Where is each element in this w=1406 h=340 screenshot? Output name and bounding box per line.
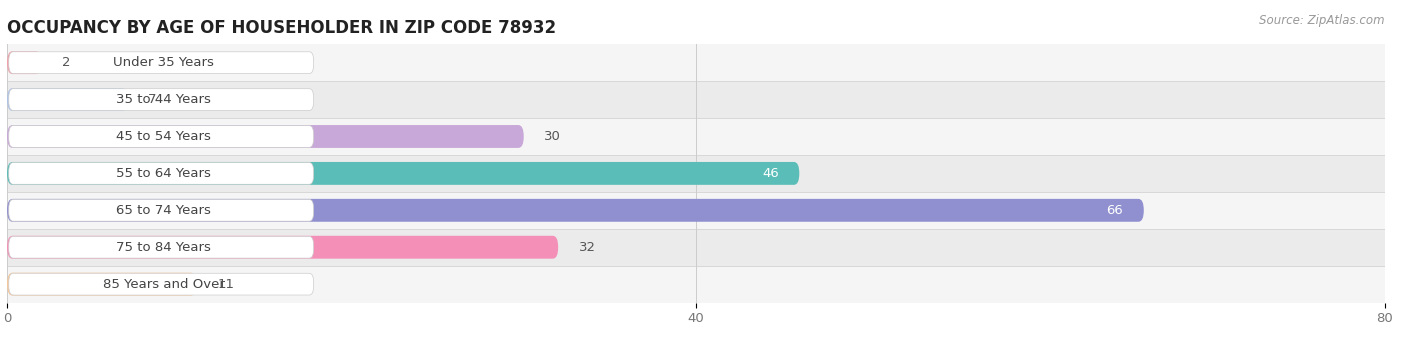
FancyBboxPatch shape xyxy=(7,51,42,74)
Text: 7: 7 xyxy=(148,93,156,106)
Text: Under 35 Years: Under 35 Years xyxy=(114,56,214,69)
Text: 55 to 64 Years: 55 to 64 Years xyxy=(117,167,211,180)
FancyBboxPatch shape xyxy=(7,236,558,259)
FancyBboxPatch shape xyxy=(8,273,314,295)
Bar xyxy=(7,44,1385,81)
FancyBboxPatch shape xyxy=(7,88,128,111)
Bar xyxy=(7,229,1385,266)
FancyBboxPatch shape xyxy=(7,125,524,148)
Text: 35 to 44 Years: 35 to 44 Years xyxy=(117,93,211,106)
Text: 30: 30 xyxy=(544,130,561,143)
Text: OCCUPANCY BY AGE OF HOUSEHOLDER IN ZIP CODE 78932: OCCUPANCY BY AGE OF HOUSEHOLDER IN ZIP C… xyxy=(7,19,557,37)
FancyBboxPatch shape xyxy=(8,125,314,147)
FancyBboxPatch shape xyxy=(8,52,314,73)
Text: 2: 2 xyxy=(62,56,70,69)
Bar xyxy=(7,266,1385,303)
Text: 11: 11 xyxy=(217,278,235,291)
Text: 46: 46 xyxy=(762,167,779,180)
FancyBboxPatch shape xyxy=(7,162,799,185)
Text: 85 Years and Over: 85 Years and Over xyxy=(103,278,225,291)
Text: Source: ZipAtlas.com: Source: ZipAtlas.com xyxy=(1260,14,1385,27)
Bar xyxy=(7,155,1385,192)
FancyBboxPatch shape xyxy=(8,163,314,184)
Bar xyxy=(7,118,1385,155)
Text: 45 to 54 Years: 45 to 54 Years xyxy=(117,130,211,143)
FancyBboxPatch shape xyxy=(7,199,1144,222)
FancyBboxPatch shape xyxy=(8,236,314,258)
Text: 32: 32 xyxy=(579,241,596,254)
FancyBboxPatch shape xyxy=(8,89,314,111)
Bar xyxy=(7,81,1385,118)
Text: 65 to 74 Years: 65 to 74 Years xyxy=(117,204,211,217)
Text: 75 to 84 Years: 75 to 84 Years xyxy=(117,241,211,254)
Text: 66: 66 xyxy=(1107,204,1123,217)
Bar xyxy=(7,192,1385,229)
FancyBboxPatch shape xyxy=(8,200,314,221)
FancyBboxPatch shape xyxy=(7,273,197,295)
